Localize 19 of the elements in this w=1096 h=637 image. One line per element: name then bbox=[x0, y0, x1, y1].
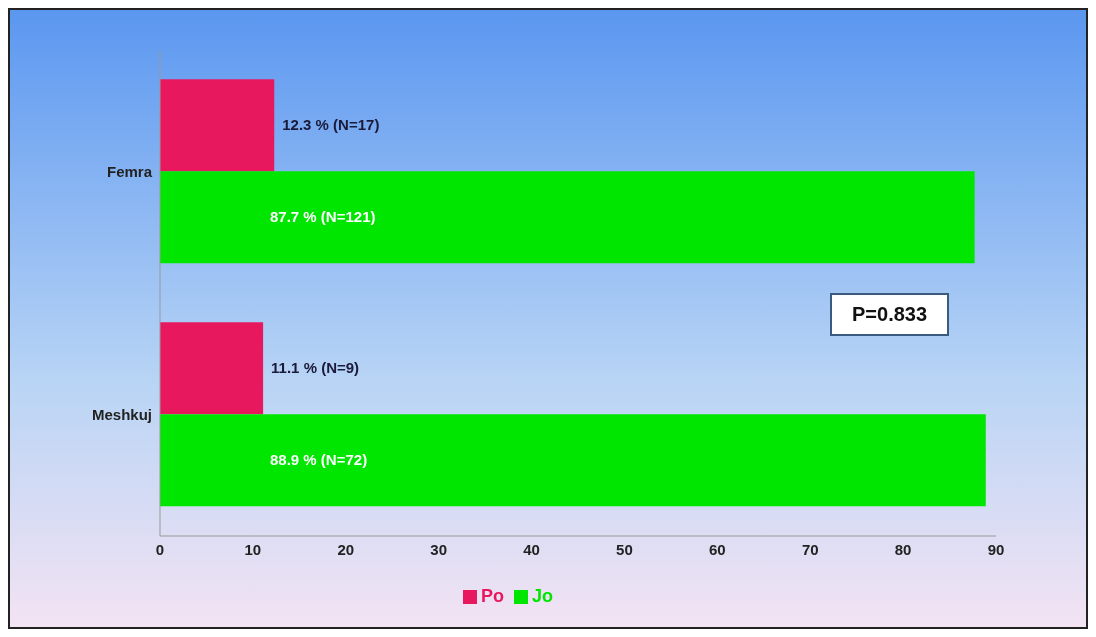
data-label: 88.9 % (N=72) bbox=[270, 451, 368, 469]
x-tick-label: 40 bbox=[523, 540, 540, 558]
x-tick-label: 90 bbox=[987, 540, 1005, 558]
x-tick-label: 20 bbox=[337, 540, 355, 558]
x-tick-label: 80 bbox=[894, 540, 912, 558]
annotation: P=0.833 bbox=[830, 293, 950, 336]
x-tick-label: 50 bbox=[616, 540, 633, 558]
legend-label: Jo bbox=[532, 586, 554, 606]
legend-label: Po bbox=[480, 586, 504, 606]
x-tick-label: 70 bbox=[801, 540, 819, 558]
x-tick-label: 60 bbox=[708, 540, 726, 558]
y-tick-label: Femra bbox=[106, 162, 153, 180]
data-label: 12.3 % (N=17) bbox=[282, 116, 380, 134]
y-tick-label: Meshkuj bbox=[91, 405, 152, 423]
x-tick-label: 30 bbox=[430, 540, 448, 558]
x-tick-label: 10 bbox=[244, 540, 262, 558]
x-tick-label: 0 bbox=[155, 540, 165, 558]
data-label: 87.7 % (N=121) bbox=[270, 208, 376, 226]
data-label: 11.1 % (N=9) bbox=[271, 359, 360, 377]
